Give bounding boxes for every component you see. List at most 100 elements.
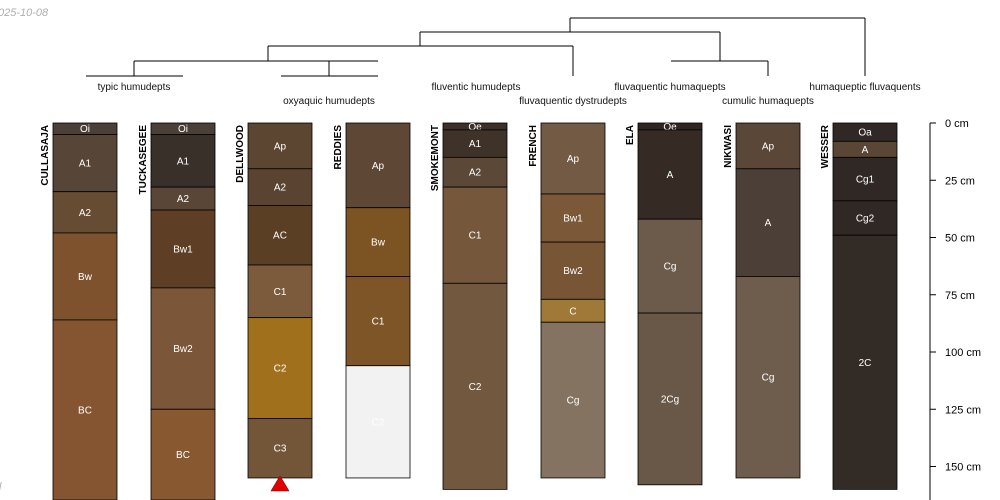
profile-name: ELA bbox=[625, 125, 636, 145]
horizon-rect bbox=[247, 168, 313, 206]
dendrogram bbox=[86, 17, 866, 77]
horizon-label: Oa bbox=[858, 128, 872, 139]
horizon-rect bbox=[442, 156, 508, 188]
horizon-rect bbox=[637, 129, 703, 220]
tick-label: 150 cm bbox=[945, 462, 981, 474]
horizon-label: A2 bbox=[177, 194, 190, 205]
taxonomic-labels: typic humudepts oxyaquic humudepts fluvent… bbox=[98, 82, 921, 107]
horizon-label: A1 bbox=[79, 159, 92, 170]
taxon-label: humaqueptic fluvaquents bbox=[809, 82, 920, 93]
horizon-label: A2 bbox=[274, 183, 287, 194]
taxon-label: typic humudepts bbox=[98, 82, 171, 93]
horizon-rect bbox=[442, 282, 508, 490]
horizon-rect bbox=[52, 134, 118, 193]
horizon-label: Cg1 bbox=[856, 175, 875, 186]
horizon-label: Bw2 bbox=[563, 266, 583, 277]
horizon-label: A bbox=[862, 145, 869, 156]
profile-nikwasi: Ap A Cg NIKWASI bbox=[723, 122, 801, 479]
horizon-rect bbox=[540, 321, 606, 479]
horizon-label: Ap bbox=[762, 141, 775, 152]
horizon-label: Oe bbox=[663, 122, 677, 133]
profiles: Oi A1 A2 Bw BC CULLASAJA Oi A1 A2 Bw1 Bw2 BC TUCKASE… bbox=[40, 122, 898, 500]
horizon-label: 2Cg bbox=[661, 394, 679, 405]
horizon-label: A bbox=[667, 170, 674, 181]
horizon-label: AC bbox=[273, 231, 287, 242]
horizon-rect bbox=[442, 186, 508, 284]
profile-name: SMOKEMONT bbox=[430, 125, 441, 191]
horizon-label: C1 bbox=[372, 317, 385, 328]
profile-wesser: Oa A Cg1 Cg2 2C WESSER bbox=[820, 122, 898, 490]
horizon-rect bbox=[832, 200, 898, 236]
horizon-rect bbox=[345, 207, 411, 277]
profile-name: TUCKASEGEE bbox=[138, 125, 149, 195]
horizon-rect bbox=[637, 312, 703, 486]
horizon-rect bbox=[345, 365, 411, 479]
horizon-rect bbox=[150, 209, 216, 289]
horizon-label: Ap bbox=[372, 161, 385, 172]
horizon-rect bbox=[52, 319, 118, 500]
horizon-label: Bw1 bbox=[563, 214, 583, 225]
horizon-rect bbox=[735, 168, 801, 277]
depth-axis: 0 cm 25 cm 50 cm 75 cm 100 cm 125 cm 150 cm bbox=[929, 118, 981, 500]
profile-name: FRENCH bbox=[528, 125, 539, 167]
horizon-label: Cg bbox=[664, 262, 677, 273]
tick-label: 75 cm bbox=[945, 290, 975, 302]
profile-name: WESSER bbox=[820, 124, 831, 168]
horizon-rect bbox=[150, 287, 216, 410]
profile-cullasaja: Oi A1 A2 Bw BC CULLASAJA bbox=[40, 122, 118, 500]
profile-tuckasegee: Oi A1 A2 Bw1 Bw2 BC TUCKASEGEE bbox=[138, 122, 216, 500]
horizon-rect bbox=[150, 408, 216, 500]
profile-name: DELLWOOD bbox=[235, 125, 246, 183]
profile-dellwood: Ap A2 AC C1 C2 C3 DELLWOOD bbox=[235, 122, 313, 479]
tick-label: 50 cm bbox=[945, 233, 975, 245]
taxon-label: fluventic humudepts bbox=[432, 82, 521, 93]
horizon-label: BC bbox=[78, 405, 92, 416]
profile-ela: Oe A Cg 2Cg ELA bbox=[625, 122, 703, 486]
horizon-rect bbox=[442, 129, 508, 158]
horizon-label: C2 bbox=[469, 382, 482, 393]
horizon-rect bbox=[247, 264, 313, 319]
horizon-label: Ap bbox=[274, 141, 287, 152]
profile-name: NIKWASI bbox=[723, 125, 734, 168]
horizon-label: 2C bbox=[859, 358, 872, 369]
horizon-label: Bw bbox=[78, 272, 93, 283]
horizon-rect bbox=[52, 232, 118, 321]
tick-label: 125 cm bbox=[945, 404, 981, 416]
marker-group bbox=[270, 475, 290, 492]
horizon-rect bbox=[247, 205, 313, 266]
profile-french: Ap Bw1 Bw2 C Cg FRENCH bbox=[528, 122, 606, 479]
horizon-label: Oi bbox=[178, 124, 188, 135]
date-stamp: 025-10-08 bbox=[0, 7, 49, 19]
horizon-rect bbox=[832, 156, 898, 202]
tick-label: 25 cm bbox=[945, 175, 975, 187]
taxon-label: fluvaquentic humaquepts bbox=[614, 82, 725, 93]
horizon-label: A1 bbox=[177, 156, 190, 167]
horizon-label: A1 bbox=[469, 139, 482, 150]
profile-name: REDDIES bbox=[333, 125, 344, 170]
horizon-rect bbox=[150, 134, 216, 188]
horizon-label: A2 bbox=[79, 208, 92, 219]
horizon-label: Bw1 bbox=[173, 244, 193, 255]
horizon-label: A bbox=[765, 218, 772, 229]
horizon-label: C1 bbox=[469, 231, 482, 242]
horizon-label: Oe bbox=[468, 122, 482, 133]
horizon-rect bbox=[247, 317, 313, 419]
horizon-label: C2 bbox=[372, 417, 385, 428]
corner-stamp: l bbox=[0, 481, 1, 493]
horizon-label: C2 bbox=[274, 364, 287, 375]
horizon-label: C3 bbox=[274, 444, 287, 455]
profile-reddies: Ap Bw C1 C2 REDDIES bbox=[333, 122, 411, 479]
horizon-rect bbox=[345, 276, 411, 367]
horizon-label: C1 bbox=[274, 287, 287, 298]
tick-label: 0 cm bbox=[945, 118, 969, 130]
horizon-label: C bbox=[569, 306, 576, 317]
horizon-label: Cg bbox=[567, 396, 580, 407]
profile-smokemont: Oe A1 A2 C1 C2 SMOKEMONT bbox=[430, 122, 508, 490]
horizon-rect bbox=[637, 218, 703, 314]
horizon-rect bbox=[832, 234, 898, 490]
horizon-rect bbox=[540, 122, 606, 195]
horizon-rect bbox=[247, 122, 313, 170]
horizon-label: BC bbox=[176, 450, 190, 461]
taxon-label: oxyaquic humudepts bbox=[283, 96, 375, 107]
